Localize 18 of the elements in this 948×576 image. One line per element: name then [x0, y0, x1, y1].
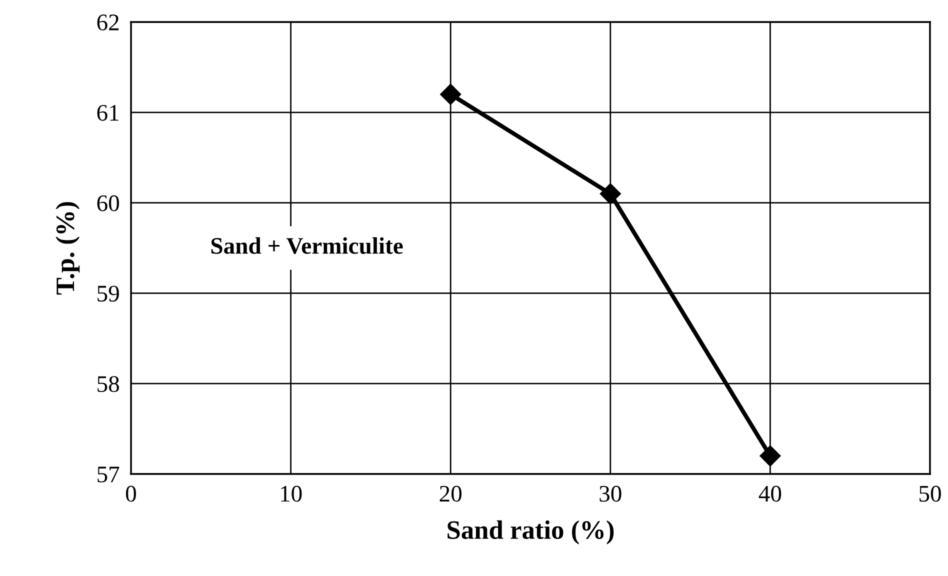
point	[760, 445, 781, 466]
y-tick-label: 59	[98, 286, 119, 302]
y-tick-label: 60	[97, 195, 119, 212]
x-tick-label: 50	[920, 486, 941, 502]
point	[440, 84, 462, 105]
y-axis-title: T.p. (%)	[56, 202, 80, 295]
x-axis-title: Sand ratio (%)	[448, 520, 614, 544]
y-tick-label: 57	[98, 466, 120, 482]
y-tick-label: 61	[97, 104, 118, 121]
y-tick-label: 62	[97, 14, 119, 30]
y-tick-label: 58	[98, 376, 119, 392]
x-tick-label: 20	[440, 486, 462, 502]
x-tick-label: 40	[758, 486, 782, 502]
annotation: Sand + Vermiculite	[211, 237, 403, 254]
point	[600, 183, 621, 204]
x-tick-label: 0	[126, 486, 136, 502]
x-tick-label: 10	[281, 486, 302, 502]
x-tick-label: 30	[600, 486, 622, 502]
